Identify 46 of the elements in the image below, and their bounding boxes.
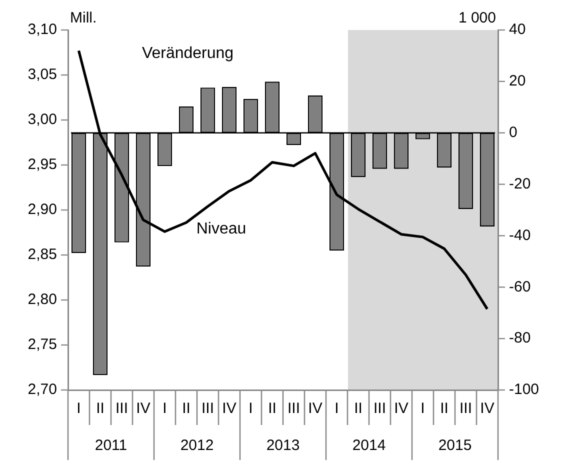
y-tick-label: 3,05	[28, 66, 57, 84]
y2-axis-title: 1 000	[458, 10, 496, 27]
x-tick-label: III	[115, 400, 128, 418]
x-tick-label: II	[96, 400, 104, 418]
y-tick-label: 2,70	[28, 381, 57, 398]
y2-tick-label: 0	[509, 124, 518, 141]
y-tick-label: 2,75	[28, 336, 57, 354]
x-tick-label: III	[373, 400, 386, 418]
x-tick-label: I	[248, 400, 253, 418]
x-tick-label: IV	[136, 400, 150, 418]
x-tick-label: III	[287, 400, 300, 418]
x-tick-label: II	[182, 400, 190, 418]
y2-tick-label: 20	[509, 72, 526, 90]
y-tick-label: 2,80	[28, 291, 57, 308]
x-tick-label: IV	[308, 400, 322, 418]
x-tick-label: IV	[394, 400, 408, 418]
x-tick-label: IV	[222, 400, 236, 418]
y-tick-label: 2,90	[28, 201, 57, 218]
x-tick-label: I	[76, 400, 81, 418]
y-tick-label: 2,85	[28, 246, 57, 264]
series-label: Veränderung	[142, 45, 234, 62]
x-tick-label: II	[268, 400, 276, 418]
y-tick-label: 3,00	[28, 111, 57, 128]
x-tick-label: I	[162, 400, 167, 418]
x-tick-label: I	[420, 400, 425, 418]
text: 2011	[94, 437, 128, 454]
y2-tick-label: -80	[509, 330, 531, 347]
y2-tick-label: 40	[509, 21, 526, 38]
text: 2013	[266, 437, 300, 454]
y2-tick-label: -20	[509, 175, 531, 192]
series-label: Niveau	[196, 220, 246, 238]
x-tick-label: II	[440, 400, 448, 418]
text: 2012	[180, 437, 214, 454]
x-tick-label: IV	[480, 400, 494, 418]
x-tick-label: II	[354, 400, 362, 418]
y-axis-title: Mill.	[70, 10, 97, 27]
text: 2015	[438, 437, 472, 454]
y-tick-label: 2,95	[28, 156, 57, 174]
y2-tick-label: -60	[509, 278, 531, 296]
y2-tick-label: -40	[509, 226, 531, 244]
x-tick-label: I	[334, 400, 339, 418]
text: 2014	[352, 437, 386, 454]
x-tick-label: III	[459, 400, 472, 418]
x-tick-label: III	[201, 400, 214, 418]
y2-tick-label: -100	[509, 381, 540, 398]
y-tick-label: 3,10	[28, 21, 57, 38]
